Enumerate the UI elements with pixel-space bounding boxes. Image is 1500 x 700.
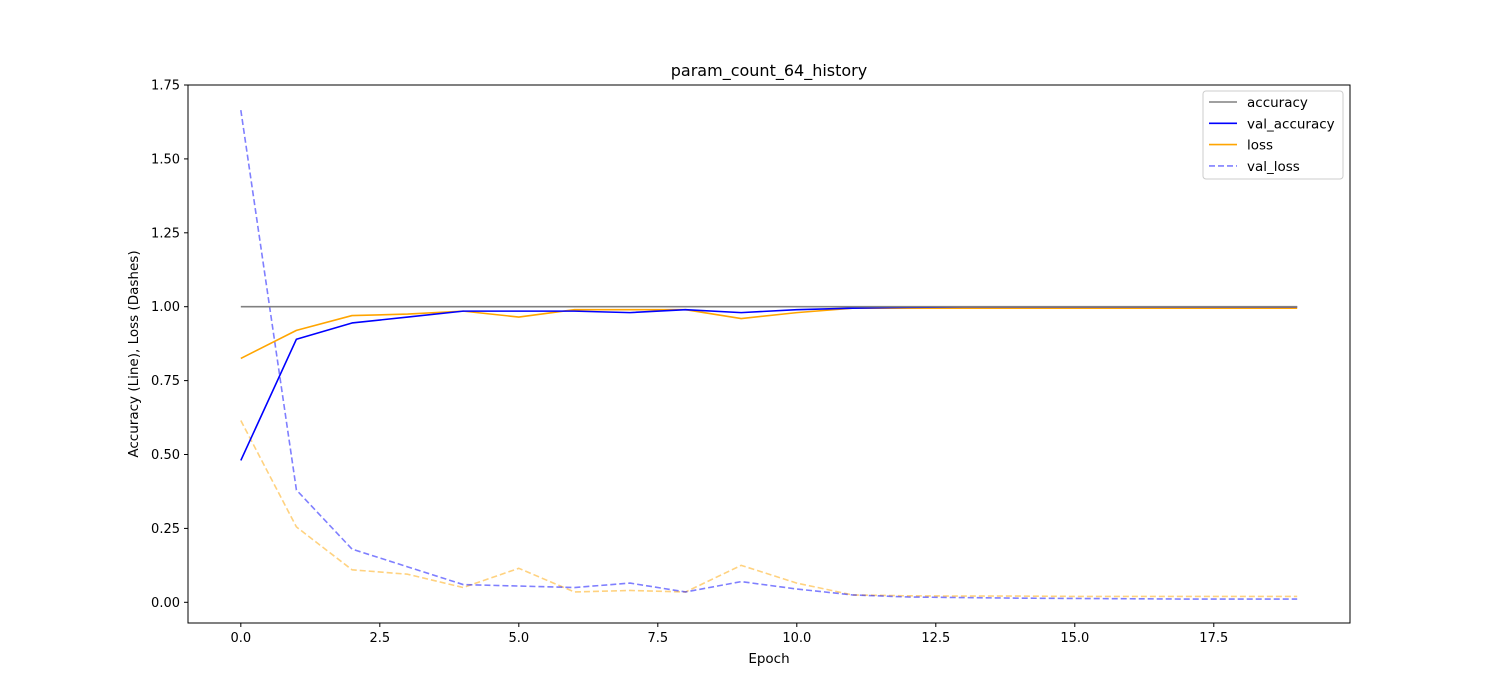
x-tick-label: 0.0 — [230, 631, 251, 646]
x-tick-label: 7.5 — [647, 631, 668, 646]
y-tick-label: 0.25 — [151, 522, 180, 537]
legend-label-accuracy: accuracy — [1247, 95, 1308, 111]
y-tick-label: 1.25 — [151, 226, 180, 241]
x-tick-label: 10.0 — [782, 631, 811, 646]
y-tick-label: 1.75 — [151, 79, 180, 94]
y-tick-label: 0.00 — [151, 596, 180, 611]
y-tick-label: 1.00 — [151, 300, 180, 315]
y-axis-label: Accuracy (Line), Loss (Dashes) — [126, 250, 142, 457]
legend-label-val-loss: val_loss — [1247, 159, 1300, 175]
x-tick-label: 17.5 — [1199, 631, 1228, 646]
y-tick-label: 0.75 — [151, 374, 180, 389]
plot-frame — [187, 84, 1351, 624]
series-5-line — [240, 420, 1298, 598]
y-axis: 0.00 0.25 0.50 0.75 1.00 1.25 1.50 1.75 — [151, 79, 188, 611]
plot-area — [188, 85, 1350, 623]
x-tick-label: 2.5 — [369, 631, 390, 646]
x-axis-label: Epoch — [748, 651, 789, 667]
val-loss-line — [240, 110, 1298, 600]
legend-label-val-accuracy: val_accuracy — [1247, 116, 1335, 132]
y-tick-label: 1.50 — [151, 152, 180, 167]
series-layer — [240, 110, 1298, 600]
x-tick-label: 15.0 — [1060, 631, 1089, 646]
chart-title: param_count_64_history — [671, 61, 867, 81]
y-tick-label: 0.50 — [151, 448, 180, 463]
x-axis: 0.0 2.5 5.0 7.5 10.0 12.5 15.0 17.5 — [230, 623, 1228, 646]
x-tick-label: 5.0 — [508, 631, 529, 646]
x-tick-label: 12.5 — [921, 631, 950, 646]
loss-line — [240, 307, 1298, 360]
legend-box — [1202, 90, 1344, 180]
legend-label-loss: loss — [1247, 138, 1273, 154]
